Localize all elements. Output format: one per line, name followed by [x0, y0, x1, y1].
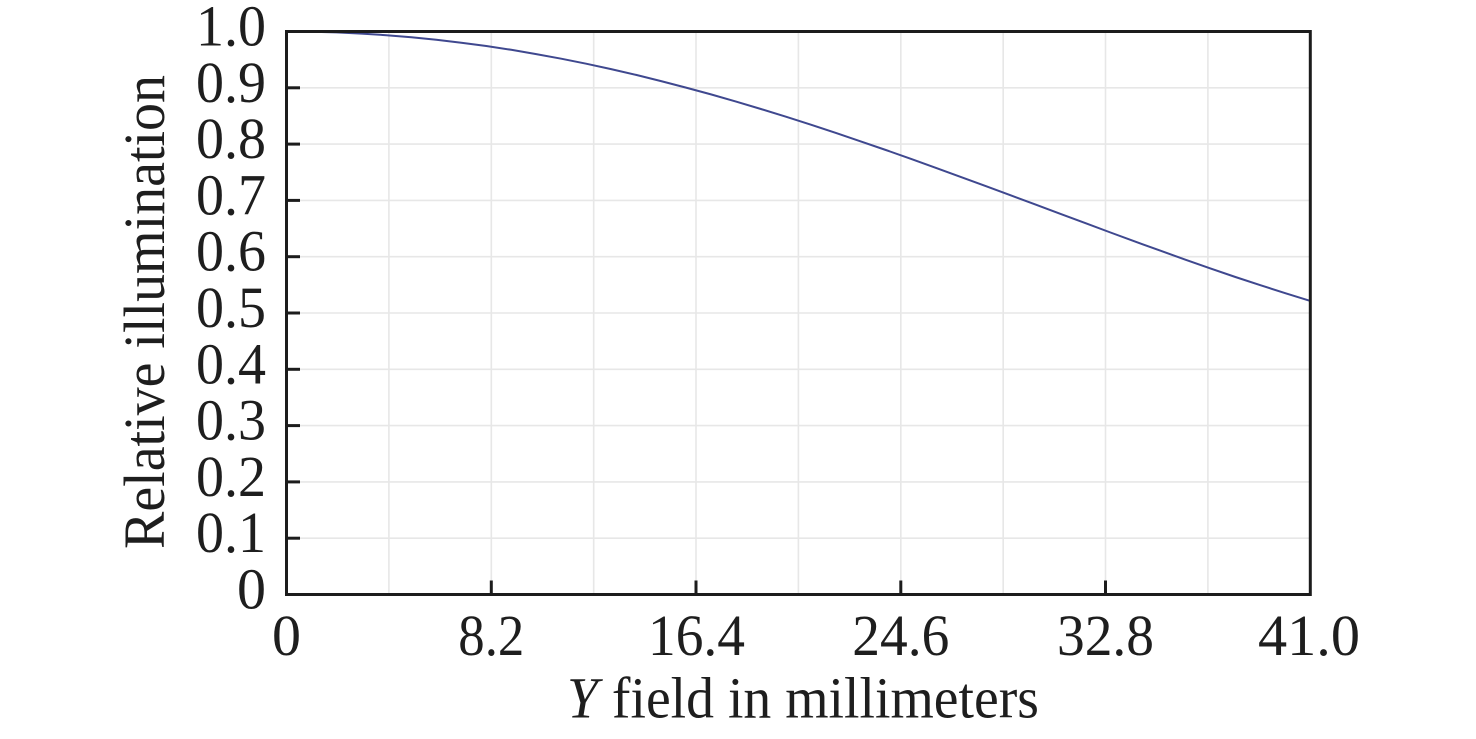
svg-text:32.8: 32.8 [1057, 603, 1154, 668]
svg-text:24.6: 24.6 [852, 603, 949, 668]
svg-text:0.9: 0.9 [196, 50, 266, 115]
svg-text:1.0: 1.0 [196, 0, 266, 59]
svg-text:0.5: 0.5 [196, 275, 266, 340]
svg-text:0.4: 0.4 [196, 331, 266, 396]
svg-text:0.8: 0.8 [196, 106, 266, 171]
svg-text:0.3: 0.3 [196, 388, 266, 453]
svg-text:0.2: 0.2 [196, 444, 266, 509]
svg-text:0: 0 [237, 557, 266, 622]
svg-text:Relative illumination: Relative illumination [112, 75, 177, 549]
svg-text:Y field in millimeters: Y field in millimeters [567, 666, 1039, 731]
svg-text:16.4: 16.4 [648, 603, 745, 668]
svg-text:0.7: 0.7 [196, 162, 266, 227]
svg-text:0.6: 0.6 [196, 219, 266, 284]
svg-text:8.2: 8.2 [458, 603, 524, 668]
svg-text:0.1: 0.1 [196, 500, 266, 565]
svg-text:0: 0 [272, 603, 301, 668]
svg-text:41.0: 41.0 [1258, 603, 1360, 668]
